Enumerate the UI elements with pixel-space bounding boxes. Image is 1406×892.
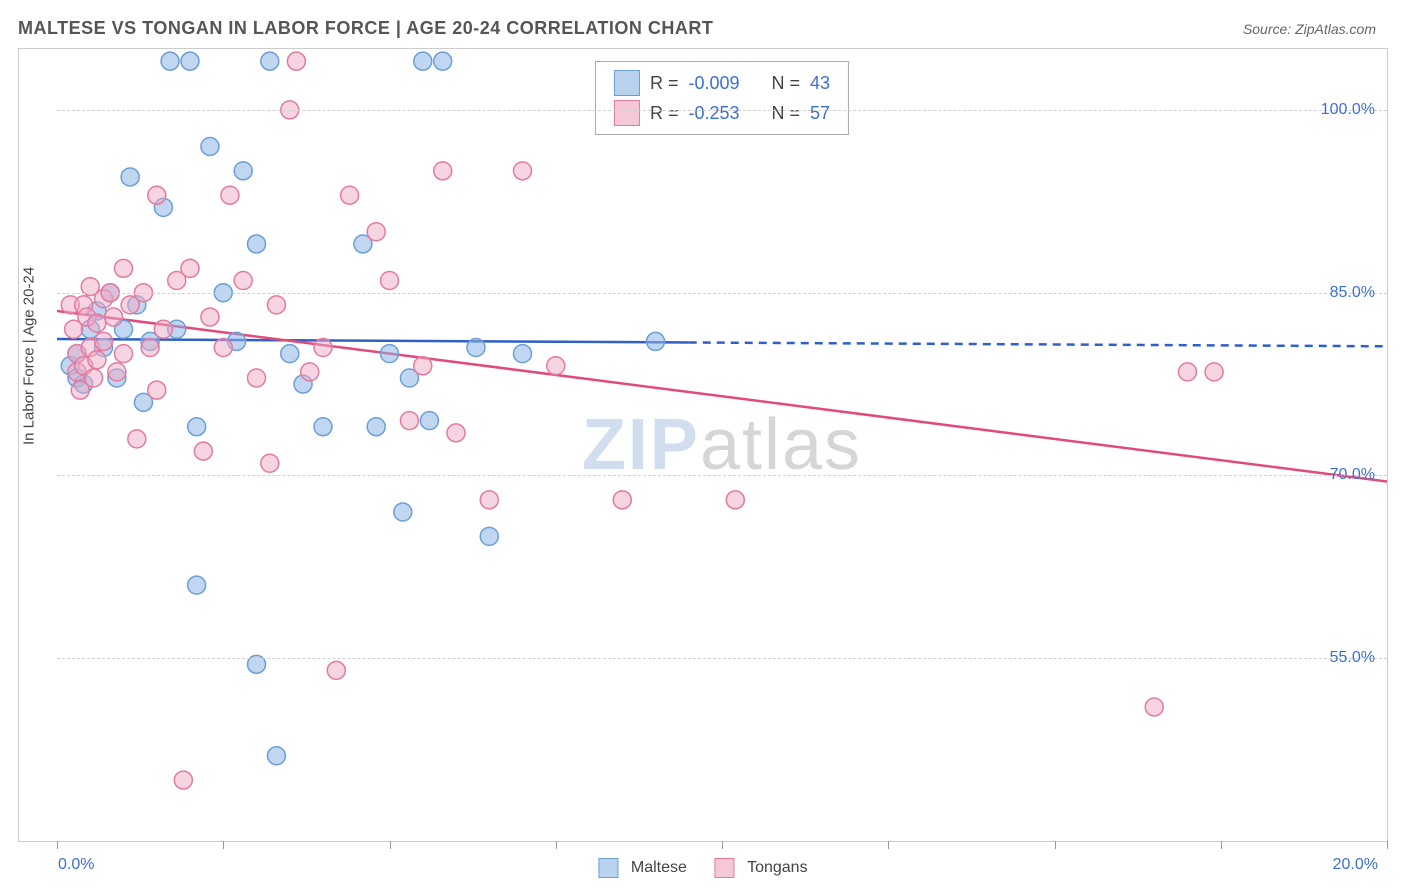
x-tick-mark	[556, 841, 557, 849]
stat-N-label: N =	[772, 103, 801, 124]
legend-label-tongans: Tongans	[747, 859, 808, 876]
legend-item-maltese: Maltese	[598, 858, 686, 878]
scatter-svg	[57, 49, 1387, 841]
plot-area: ZIPatlas R =-0.009N =43R =-0.253N =57 55…	[57, 49, 1387, 841]
stat-R-label: R =	[650, 103, 679, 124]
bottom-legend: Maltese Tongans	[598, 858, 807, 878]
x-tick-mark	[888, 841, 889, 849]
x-tick-max: 20.0%	[1333, 856, 1378, 874]
gridline	[57, 475, 1387, 476]
y-tick-label: 55.0%	[1330, 649, 1375, 667]
x-tick-mark	[722, 841, 723, 849]
x-tick-mark	[1387, 841, 1388, 849]
gridline	[57, 110, 1387, 111]
y-tick-label: 100.0%	[1321, 101, 1375, 119]
header: MALTESE VS TONGAN IN LABOR FORCE | AGE 2…	[0, 0, 1406, 49]
stats-swatch	[614, 100, 640, 126]
x-tick-mark	[223, 841, 224, 849]
source-label: Source: ZipAtlas.com	[1243, 21, 1376, 37]
legend-item-tongans: Tongans	[715, 858, 808, 878]
legend-swatch-maltese	[598, 858, 618, 878]
chart-title: MALTESE VS TONGAN IN LABOR FORCE | AGE 2…	[18, 18, 713, 39]
chart-area: In Labor Force | Age 20-24 ZIPatlas R =-…	[18, 48, 1388, 842]
x-tick-mark	[57, 841, 58, 849]
stat-N-value: 43	[810, 73, 830, 94]
x-tick-min: 0.0%	[58, 856, 94, 874]
x-tick-mark	[1221, 841, 1222, 849]
gridline	[57, 658, 1387, 659]
legend-label-maltese: Maltese	[631, 859, 687, 876]
stats-row: R = -0.009 N = 43	[614, 68, 830, 98]
gridline	[57, 293, 1387, 294]
y-tick-label: 85.0%	[1330, 284, 1375, 302]
stat-N-label: N =	[772, 73, 801, 94]
chart-container: MALTESE VS TONGAN IN LABOR FORCE | AGE 2…	[0, 0, 1406, 892]
stat-R-value: -0.253	[688, 103, 739, 124]
stat-N-value: 57	[810, 103, 830, 124]
y-axis-label: In Labor Force | Age 20-24	[21, 267, 38, 445]
stats-swatch	[614, 70, 640, 96]
stat-R-value: -0.009	[688, 73, 739, 94]
stat-R-label: R =	[650, 73, 679, 94]
x-tick-mark	[390, 841, 391, 849]
y-tick-label: 70.0%	[1330, 466, 1375, 484]
legend-swatch-tongans	[715, 858, 735, 878]
stats-legend-box: R = -0.009 N = 43 R = -0.253 N = 57	[595, 61, 849, 135]
stats-row: R = -0.253 N = 57	[614, 98, 830, 128]
x-tick-mark	[1055, 841, 1056, 849]
